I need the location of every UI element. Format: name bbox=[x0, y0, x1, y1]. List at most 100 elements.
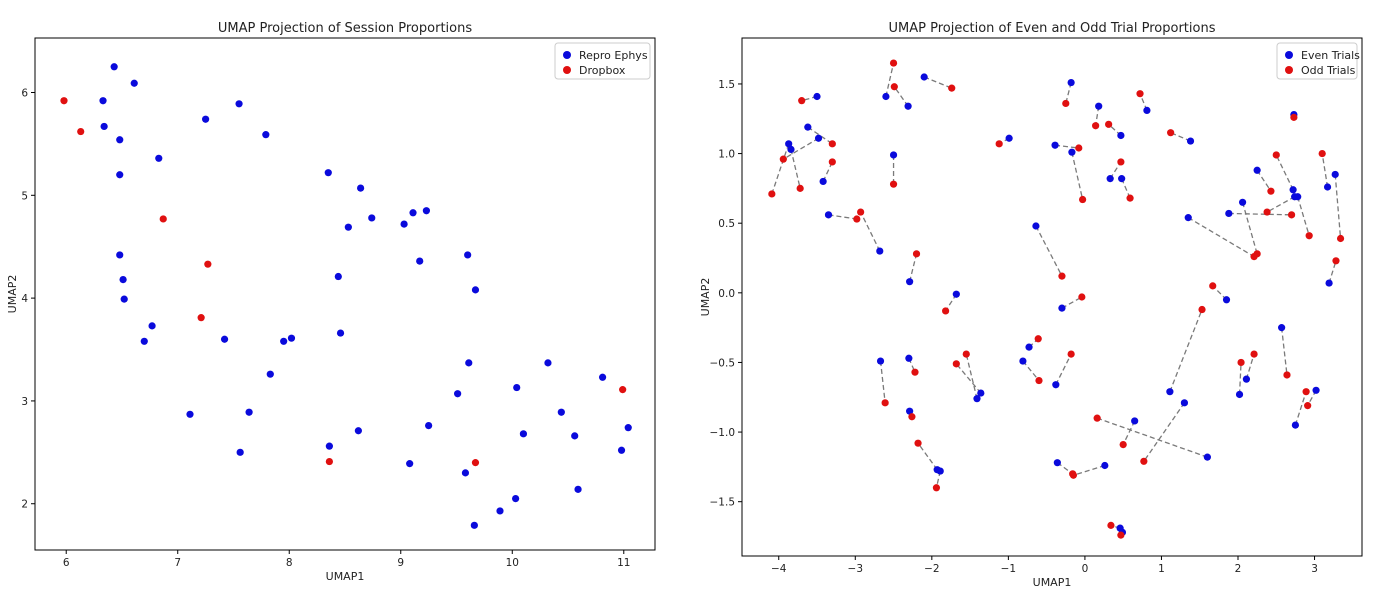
repro-ephys-point bbox=[513, 383, 521, 392]
repro-ephys-point bbox=[461, 469, 470, 477]
legend-marker bbox=[1285, 66, 1293, 74]
pair-connector-line bbox=[1228, 212, 1292, 216]
repro-ephys-point bbox=[336, 329, 345, 337]
pair-connector-line bbox=[1297, 196, 1310, 236]
odd-trial-point bbox=[1302, 388, 1310, 396]
y-tick-label: −1.0 bbox=[710, 427, 736, 439]
repro-ephys-point bbox=[148, 322, 156, 330]
repro-ephys-point bbox=[357, 184, 365, 192]
even-trial-point bbox=[1312, 386, 1320, 394]
repro-ephys-point bbox=[140, 337, 148, 345]
even-trial-point bbox=[1203, 453, 1211, 461]
odd-trial-point bbox=[1078, 293, 1086, 301]
x-tick-label: 9 bbox=[397, 557, 404, 569]
even-trial-point bbox=[1323, 183, 1332, 191]
odd-trial-point bbox=[1093, 414, 1101, 422]
pair-connector-line bbox=[923, 76, 952, 89]
even-trial-point bbox=[1117, 131, 1125, 140]
even-trial-point bbox=[1025, 343, 1033, 351]
y-tick-label: 3 bbox=[21, 396, 28, 408]
repro-ephys-point bbox=[116, 136, 124, 144]
even-trial-point bbox=[1051, 141, 1059, 149]
repro-ephys-point bbox=[406, 460, 414, 468]
repro-ephys-point bbox=[116, 251, 124, 259]
even-trial-point bbox=[804, 123, 812, 131]
odd-trial-point bbox=[1119, 441, 1127, 449]
odd-trial-point bbox=[912, 250, 921, 258]
odd-trial-point bbox=[1198, 305, 1206, 314]
odd-trial-point bbox=[1062, 99, 1070, 108]
repro-ephys-point bbox=[598, 373, 607, 381]
odd-trial-point bbox=[1209, 282, 1217, 290]
pair-connector-line bbox=[1054, 144, 1079, 149]
even-trial-point bbox=[1289, 186, 1297, 194]
odd-trial-point bbox=[1304, 402, 1312, 410]
repro-ephys-point bbox=[557, 408, 565, 416]
repro-ephys-point bbox=[186, 410, 194, 418]
repro-ephys-point bbox=[120, 295, 128, 303]
repro-ephys-point bbox=[155, 154, 163, 162]
pair-connector-line bbox=[1294, 391, 1307, 426]
pair-connector-line bbox=[1169, 309, 1203, 392]
repro-ephys-point bbox=[368, 214, 376, 222]
odd-trial-point bbox=[768, 190, 776, 198]
right-legend: Even Trials Odd Trials bbox=[1276, 42, 1360, 80]
odd-trial-point bbox=[952, 360, 960, 368]
pair-connector-line bbox=[1241, 202, 1258, 255]
pair-connector-line bbox=[1280, 327, 1288, 376]
even-trial-point bbox=[813, 92, 821, 101]
even-trial-point bbox=[906, 407, 914, 415]
y-tick-label: 5 bbox=[21, 190, 28, 202]
pair-connector-line bbox=[955, 363, 982, 394]
right-y-axis-label: UMAP2 bbox=[699, 278, 712, 317]
odd-trial-point bbox=[1126, 194, 1134, 202]
repro-ephys-point bbox=[280, 337, 288, 345]
odd-trial-point bbox=[1092, 122, 1100, 130]
odd-trial-point bbox=[1283, 371, 1291, 379]
dropbox-point bbox=[159, 215, 167, 223]
pair-connector-line bbox=[908, 253, 918, 282]
dropbox-point bbox=[325, 457, 333, 466]
odd-trial-point bbox=[1107, 521, 1115, 529]
repro-ephys-point bbox=[409, 209, 417, 217]
odd-trial-point bbox=[1250, 350, 1258, 358]
pair-connector-line bbox=[1321, 153, 1329, 188]
even-trial-point bbox=[1225, 209, 1233, 218]
even-trial-point bbox=[1253, 166, 1261, 174]
even-trial-point bbox=[824, 211, 833, 219]
pair-connector-line bbox=[1266, 196, 1295, 213]
repro-ephys-point bbox=[354, 427, 362, 435]
repro-ephys-point bbox=[130, 79, 138, 87]
even-trial-point bbox=[876, 357, 885, 365]
x-tick-label: 3 bbox=[1311, 563, 1318, 575]
repro-ephys-point bbox=[235, 100, 243, 108]
odd-trial-point bbox=[1237, 358, 1245, 367]
odd-trial-point bbox=[890, 83, 898, 91]
right-plot-frame bbox=[741, 37, 1363, 557]
even-trial-point bbox=[1331, 170, 1339, 179]
even-trial-point bbox=[1143, 106, 1151, 115]
x-tick-label: 2 bbox=[1235, 563, 1242, 575]
even-trial-point bbox=[1019, 357, 1027, 365]
pair-connector-line bbox=[771, 143, 790, 195]
legend-marker bbox=[1285, 51, 1293, 59]
pair-connector-line bbox=[1073, 464, 1106, 476]
x-tick-label: 10 bbox=[506, 557, 519, 569]
right-x-axis-label: UMAP1 bbox=[1033, 576, 1072, 589]
even-trial-point bbox=[1184, 214, 1192, 222]
pair-connector-line bbox=[1055, 353, 1072, 386]
y-tick-label: −0.5 bbox=[710, 357, 736, 369]
y-tick-label: −1.5 bbox=[710, 497, 736, 509]
y-tick-label: 2 bbox=[21, 499, 28, 511]
dropbox-point bbox=[77, 127, 85, 136]
odd-trial-point bbox=[828, 140, 836, 148]
left-x-axis-label: UMAP1 bbox=[326, 570, 365, 583]
legend-marker bbox=[563, 66, 571, 74]
legend-box bbox=[554, 42, 651, 80]
odd-trial-point bbox=[1105, 120, 1113, 128]
even-trial-point bbox=[1222, 296, 1231, 304]
x-tick-label: −2 bbox=[924, 563, 939, 575]
even-trial-point bbox=[1052, 381, 1060, 389]
even-trial-point bbox=[819, 177, 827, 186]
